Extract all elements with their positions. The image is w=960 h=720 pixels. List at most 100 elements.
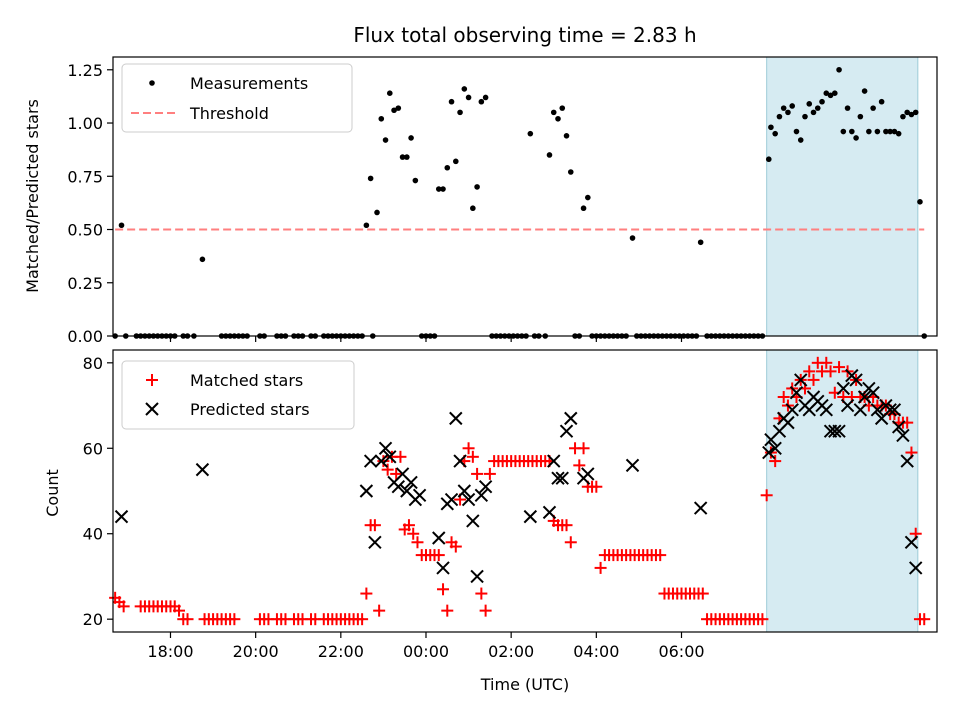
matched-point: [577, 442, 590, 455]
predicted-point: [444, 492, 459, 507]
measurement-point: [382, 137, 389, 143]
matched-point: [441, 604, 454, 617]
y-tick-label: 80: [83, 354, 103, 373]
measurement-point: [474, 184, 480, 190]
predicted-point: [762, 445, 776, 460]
measurement-point: [399, 154, 406, 160]
measurement-point: [482, 94, 489, 101]
measurement-point: [849, 128, 855, 135]
matched-point: [432, 549, 445, 562]
predicted-point: [359, 484, 374, 498]
measurement-point: [404, 154, 410, 160]
measurement-point: [546, 152, 553, 158]
matched-point: [560, 519, 573, 532]
measurement-point: [878, 98, 885, 105]
matched-point: [411, 536, 424, 549]
predicted-point: [374, 454, 388, 468]
measurement-point: [629, 235, 636, 241]
measurement-point: [814, 105, 821, 111]
y-axis-ticks: 0.00 0.25 0.50 0.75 1.00 1.25: [67, 61, 113, 346]
predicted-point: [904, 535, 919, 549]
predicted-point: [547, 454, 561, 468]
matched-point: [394, 450, 407, 463]
measurement-point: [823, 90, 830, 97]
measurement-point: [883, 128, 889, 135]
x-axis-ticks: 18:00 20:00 22:00 00:00 02:00 04:00 06:00: [147, 336, 705, 661]
predicted-point: [474, 488, 489, 502]
predicted-points: [114, 368, 923, 584]
predicted-point: [564, 411, 578, 426]
measurement-point: [789, 103, 796, 109]
x-tick-label: 22:00: [318, 642, 364, 661]
matched-point: [377, 455, 390, 468]
matched-point: [368, 519, 381, 532]
matched-point: [360, 587, 373, 600]
matched-point: [117, 600, 130, 613]
predicted-point: [887, 403, 902, 417]
predicted-point: [866, 386, 880, 400]
predicted-point: [559, 424, 574, 438]
measurement-point: [378, 115, 385, 122]
predicted-point: [551, 471, 565, 485]
measurement-point: [199, 256, 206, 263]
matched-point: [373, 604, 386, 617]
measurement-point: [768, 124, 774, 131]
measurement-point: [580, 205, 587, 212]
predicted-point: [478, 480, 493, 494]
measurement-point: [386, 90, 393, 97]
legend-marker: [149, 80, 155, 86]
predicted-point: [900, 454, 914, 468]
predicted-point: [363, 454, 378, 468]
matched-point: [449, 540, 462, 553]
measurement-point: [395, 105, 402, 111]
y-tick-label: 1.25: [67, 61, 103, 80]
measurement-point: [408, 135, 414, 141]
measurement-point: [367, 175, 374, 182]
x-tick-label: 06:00: [658, 642, 704, 661]
matched-point: [820, 356, 833, 369]
measurement-point: [444, 164, 451, 171]
measurement-point: [412, 177, 419, 184]
measurement-point: [772, 130, 778, 137]
predicted-point: [819, 403, 833, 417]
y-tick-label: 0.75: [67, 167, 103, 186]
matched-point: [475, 587, 488, 600]
matched-point: [803, 365, 816, 378]
matched-point: [356, 613, 369, 626]
matched-point: [594, 561, 607, 574]
measurement-point: [785, 109, 791, 116]
x-tick-label: 18:00: [147, 642, 193, 661]
measurement-point: [478, 98, 485, 105]
matched-point: [769, 455, 782, 468]
matched-point: [696, 587, 709, 600]
matched-point: [173, 604, 186, 617]
highlight-span: [766, 349, 919, 633]
legend-marker: [145, 402, 159, 416]
measurement-point: [874, 128, 881, 135]
predicted-point: [470, 569, 484, 584]
plot-frame: [112, 56, 938, 337]
y-tick-label: 60: [83, 439, 103, 458]
predicted-point: [436, 561, 450, 575]
predicted-point: [828, 424, 842, 438]
matched-point: [824, 365, 837, 378]
matched-point: [181, 613, 194, 626]
measurement-point: [887, 128, 893, 135]
x-tick-label: 04:00: [573, 642, 619, 661]
measurement-point: [440, 186, 446, 192]
measurement-point: [900, 113, 906, 120]
measurement-point: [857, 113, 864, 120]
matched-point: [760, 489, 773, 502]
predicted-point: [870, 403, 885, 417]
matched-point: [466, 450, 479, 463]
measurement-point: [904, 109, 910, 116]
measurement-point: [891, 128, 898, 135]
measurement-point: [831, 90, 838, 97]
predicted-point: [840, 398, 855, 413]
y-tick-label: 20: [83, 610, 103, 629]
predicted-point: [412, 488, 427, 502]
legend-label: Threshold: [189, 104, 269, 123]
legend: Measurements Threshold: [121, 63, 353, 133]
measurement-point: [563, 133, 570, 139]
